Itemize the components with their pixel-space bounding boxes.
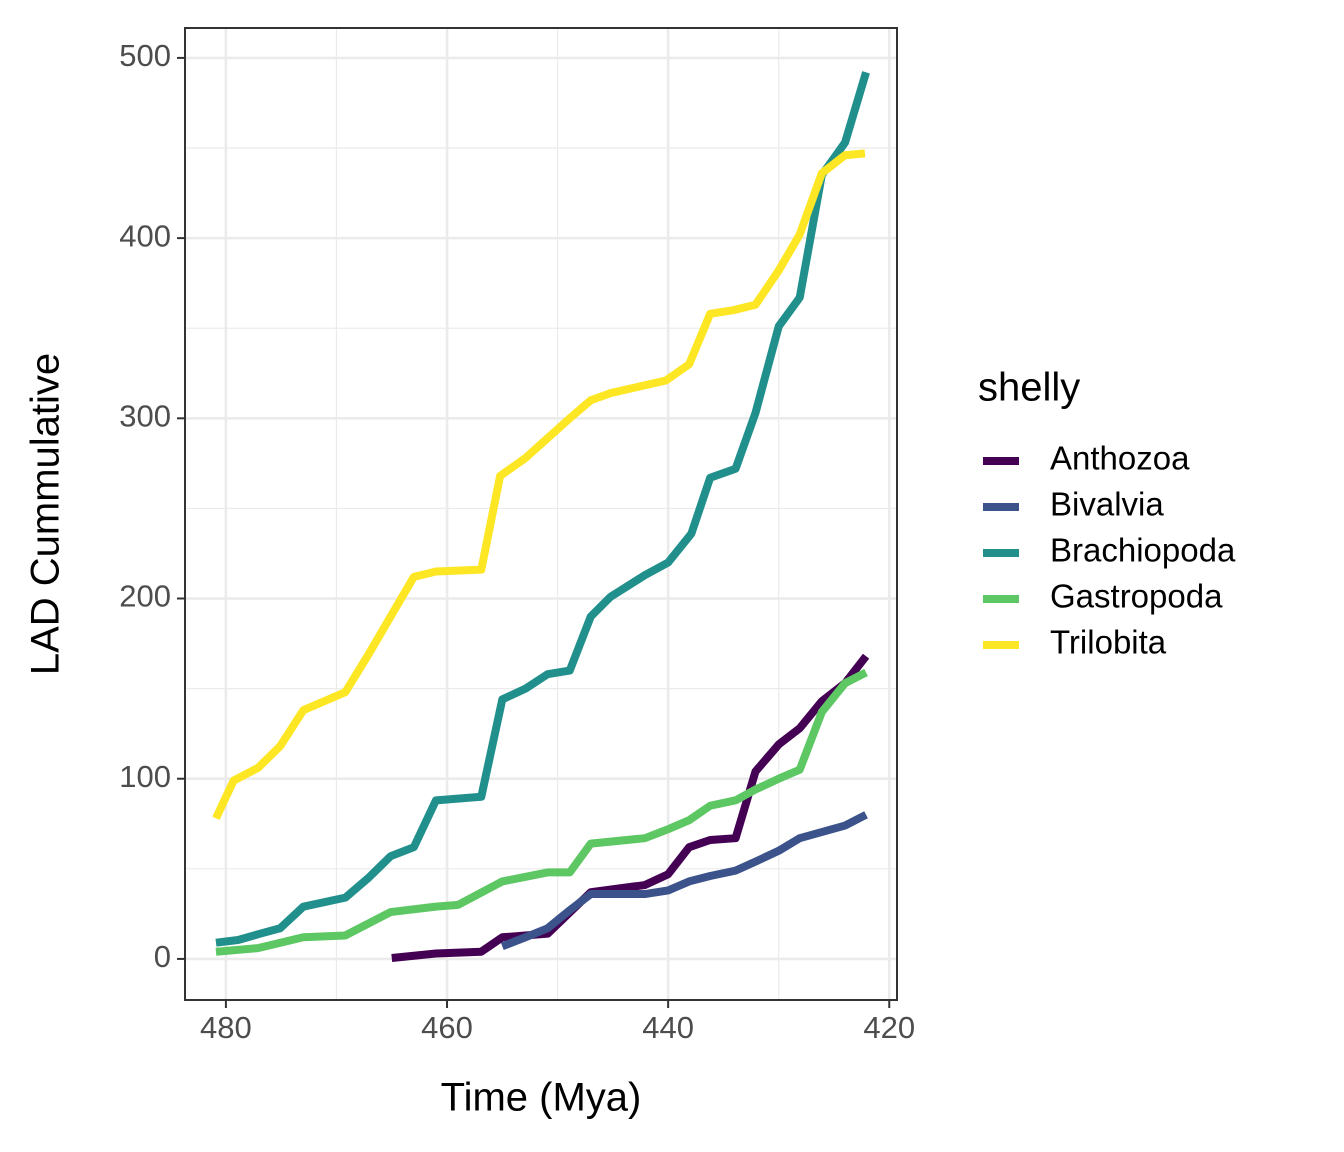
x-tick-label: 420: [863, 1010, 915, 1045]
legend-label: Trilobita: [1050, 624, 1167, 661]
y-axis-title: LAD Cummulative: [24, 353, 68, 675]
legend-label: Anthozoa: [1050, 440, 1190, 477]
y-tick-label: 100: [119, 759, 171, 794]
y-tick-label: 200: [119, 579, 171, 614]
x-axis-title: Time (Mya): [441, 1076, 642, 1120]
legend-title: shelly: [978, 366, 1080, 410]
y-tick-label: 500: [119, 38, 171, 73]
x-tick-label: 440: [642, 1010, 694, 1045]
x-tick-label: 480: [200, 1010, 252, 1045]
legend-label: Brachiopoda: [1050, 532, 1236, 569]
series-line: [215, 71, 870, 947]
legend-label: Bivalvia: [1050, 486, 1164, 523]
series-line: [212, 149, 866, 821]
series-line: [500, 811, 868, 951]
x-tick-label: 460: [421, 1010, 473, 1045]
series-line: [215, 668, 868, 956]
y-tick-label: 300: [119, 399, 171, 434]
y-tick-label: 0: [154, 939, 171, 974]
legend-label: Gastropoda: [1050, 578, 1223, 615]
y-tick-label: 400: [119, 218, 171, 253]
series-line: [391, 653, 870, 962]
panel-border: [184, 27, 898, 1001]
